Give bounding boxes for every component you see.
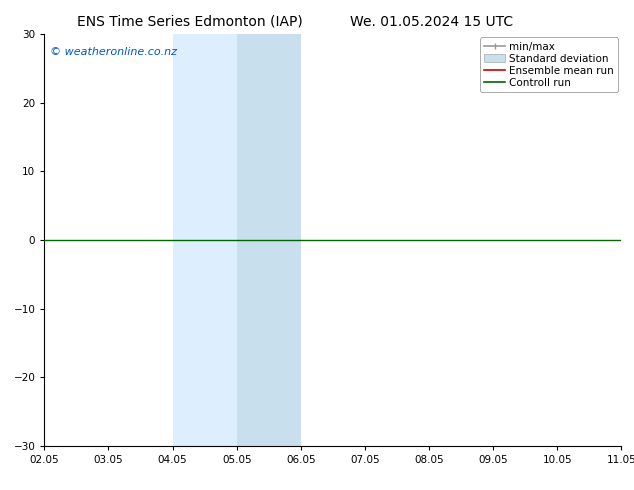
Text: © weatheronline.co.nz: © weatheronline.co.nz (50, 47, 177, 57)
Bar (172, 34, 236, 446)
Bar (621, 34, 634, 446)
Bar (236, 34, 301, 446)
Legend: min/max, Standard deviation, Ensemble mean run, Controll run: min/max, Standard deviation, Ensemble me… (480, 37, 618, 92)
Text: ENS Time Series Edmonton (IAP): ENS Time Series Edmonton (IAP) (77, 15, 303, 29)
Text: We. 01.05.2024 15 UTC: We. 01.05.2024 15 UTC (349, 15, 513, 29)
